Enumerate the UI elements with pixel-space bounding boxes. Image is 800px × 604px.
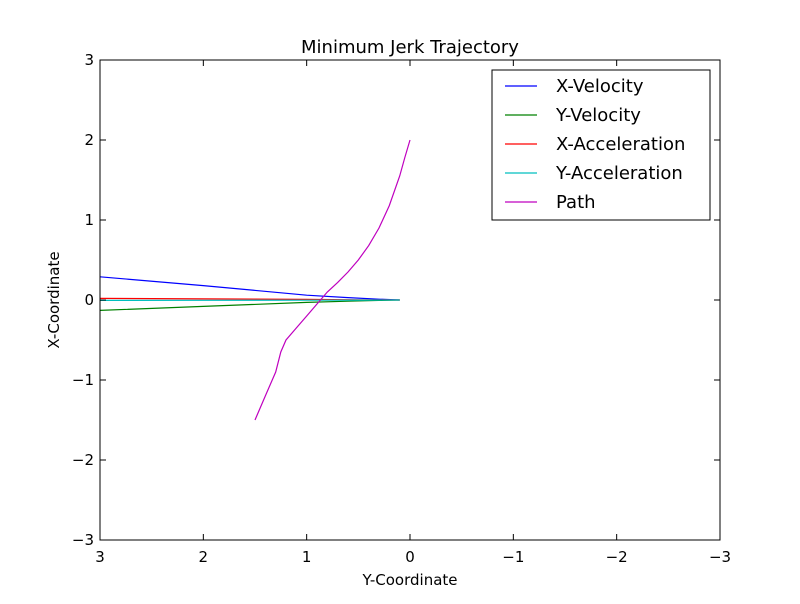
x-tick-label: 0 bbox=[405, 548, 415, 566]
y-axis-label: X-Coordinate bbox=[45, 251, 63, 348]
x-tick-label: −1 bbox=[502, 548, 524, 566]
legend-label-x-velocity: X-Velocity bbox=[556, 76, 644, 97]
legend-label-path: Path bbox=[556, 192, 596, 213]
x-tick-label: 2 bbox=[199, 548, 209, 566]
y-tick-label: 0 bbox=[84, 291, 94, 309]
x-tick-label: 3 bbox=[95, 548, 105, 566]
x-axis-label: Y-Coordinate bbox=[361, 571, 457, 589]
y-tick-label: 3 bbox=[84, 51, 94, 69]
x-tick-label: −3 bbox=[709, 548, 731, 566]
y-tick-label: −3 bbox=[72, 531, 94, 549]
chart-title: Minimum Jerk Trajectory bbox=[301, 37, 519, 58]
y-tick-label: 2 bbox=[84, 131, 94, 149]
legend: X-Velocity Y-Velocity X-Acceleration Y-Acce… bbox=[492, 70, 710, 220]
y-tick-label: −2 bbox=[72, 451, 94, 469]
x-tick-label: −2 bbox=[606, 548, 628, 566]
legend-label-y-velocity: Y-Velocity bbox=[555, 105, 641, 126]
y-tick-label: −1 bbox=[72, 371, 94, 389]
legend-label-y-acceleration: Y-Acceleration bbox=[555, 163, 683, 184]
y-tick-label: 1 bbox=[84, 211, 94, 229]
legend-label-x-acceleration: X-Acceleration bbox=[556, 134, 685, 155]
x-tick-label: 1 bbox=[302, 548, 312, 566]
